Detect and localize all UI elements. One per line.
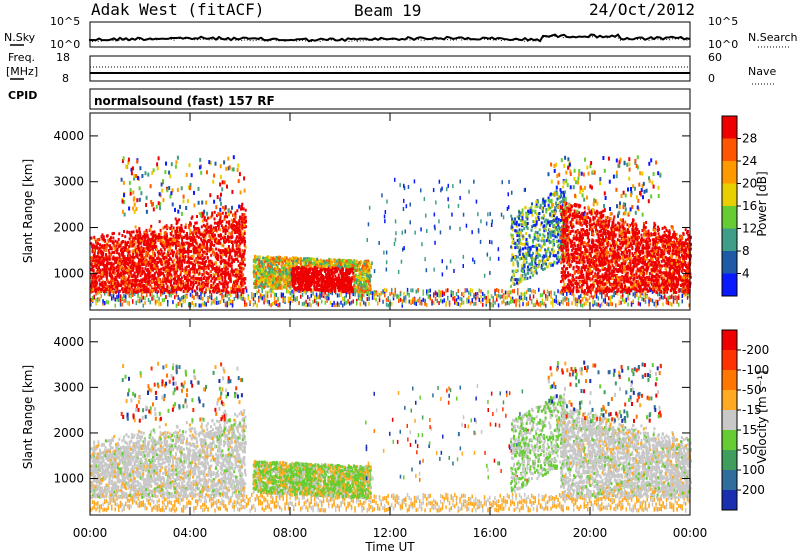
x-tick-label: 16:00 [473, 526, 508, 540]
power-colorbar-title: Power [dB] [755, 171, 769, 236]
cpid-label: CPID [8, 89, 37, 102]
velocity-panel [90, 360, 692, 513]
power-panel [90, 155, 692, 308]
colorbar-tick-label: 4 [742, 267, 750, 281]
colorbar-segment [722, 450, 737, 470]
nave-label: Nave [748, 65, 776, 78]
freq-left-label-1: Freq. [8, 51, 35, 64]
y-tick-label: 2000 [53, 221, 84, 235]
y-tick-label: 2000 [53, 426, 84, 440]
chart-title: Adak West (fitACF) [91, 0, 264, 19]
colorbar-segment [722, 330, 737, 350]
noise-sky-line [89, 33, 691, 43]
power-y-title: Slant Range [km] [21, 159, 35, 263]
colorbar-segment [722, 430, 737, 450]
colorbar-segment [722, 470, 737, 490]
colorbar-tick-label: -100 [742, 363, 769, 377]
noise-left-tick-bottom: 10^0 [50, 38, 80, 51]
date-label: 24/Oct/2012 [589, 0, 695, 19]
colorbar-tick-label: -15 [742, 403, 762, 417]
velocity-colorbar: 200 100 50 15 -15 -50 -100 -200 [721, 329, 769, 511]
noise-left-tick-top: 10^5 [50, 15, 80, 28]
noise-right-label: N.Search [748, 31, 798, 44]
y-tick-label: 3000 [53, 380, 84, 394]
freq-left-tick-top: 18 [56, 51, 70, 64]
colorbar-tick-label: -50 [742, 383, 762, 397]
colorbar-tick-label: 16 [742, 199, 757, 213]
x-tick-label: 20:00 [573, 526, 608, 540]
noise-panel-frame [89, 21, 691, 48]
noise-right-tick-bottom: 10^0 [708, 38, 738, 51]
colorbar-segment [722, 251, 737, 274]
colorbar-tick-label: 50 [742, 443, 757, 457]
x-tick-label: 12:00 [373, 526, 408, 540]
colorbar-segment [722, 206, 737, 229]
freq-left-tick-bottom: 8 [62, 72, 69, 85]
freq-right-tick-bottom: 0 [708, 72, 715, 85]
colorbar-tick-label: 100 [742, 463, 765, 477]
colorbar-segment [722, 350, 737, 370]
y-tick-label: 3000 [53, 175, 84, 189]
y-tick-label: 1000 [53, 472, 84, 486]
colorbar-segment [722, 273, 737, 296]
colorbar-segment [722, 183, 737, 206]
colorbar-tick-label: -200 [742, 343, 769, 357]
x-tick-label: 08:00 [273, 526, 308, 540]
y-tick-label: 1000 [53, 266, 84, 280]
y-tick-label: 4000 [53, 129, 84, 143]
x-tick-label: 00:00 [73, 526, 108, 540]
colorbar-tick-label: 20 [742, 177, 757, 191]
colorbar-segment [722, 410, 737, 430]
beam-label: Beam 19 [354, 1, 421, 20]
colorbar-segment [722, 116, 737, 139]
colorbar-segment [722, 138, 737, 161]
velocity-y-ticks: 1000 2000 3000 4000 [53, 335, 690, 486]
freq-right-tick-top: 60 [708, 51, 722, 64]
colorbar-segment [722, 490, 737, 510]
velocity-y-title: Slant Range [km] [21, 365, 35, 469]
colorbar-tick-label: 8 [742, 244, 750, 258]
x-axis-ticks: 00:00 04:00 08:00 12:00 16:00 20:00 00:00 [73, 113, 708, 540]
colorbar-tick-label: 15 [742, 423, 757, 437]
noise-right-tick-top: 10^5 [708, 15, 738, 28]
x-tick-label: 00:00 [673, 526, 708, 540]
cpid-panel-frame [89, 88, 691, 110]
colorbar-tick-label: 12 [742, 222, 757, 236]
colorbar-tick-label: 24 [742, 154, 757, 168]
noise-search-line [89, 35, 691, 43]
colorbar-tick-label: 28 [742, 132, 757, 146]
y-tick-label: 4000 [53, 335, 84, 349]
freq-panel-frame [89, 55, 691, 82]
freq-left-label-2: [MHz] [6, 65, 38, 78]
colorbar-tick-label: 200 [742, 483, 765, 497]
colorbar-segment [722, 161, 737, 184]
noise-left-label: N.Sky [4, 31, 36, 44]
cpid-mode-text: normalsound (fast) 157 RF [94, 94, 275, 108]
velocity-colorbar-title: Velocity [m s⁻¹] [755, 370, 769, 463]
x-tick-label: 04:00 [173, 526, 208, 540]
colorbar-segment [722, 390, 737, 410]
power-y-ticks: 1000 2000 3000 4000 [53, 129, 690, 280]
x-axis-title: Time UT [364, 540, 415, 554]
colorbar-segment [722, 370, 737, 390]
power-colorbar: 4 8 12 16 20 24 28 [721, 115, 757, 297]
colorbar-segment [722, 228, 737, 251]
